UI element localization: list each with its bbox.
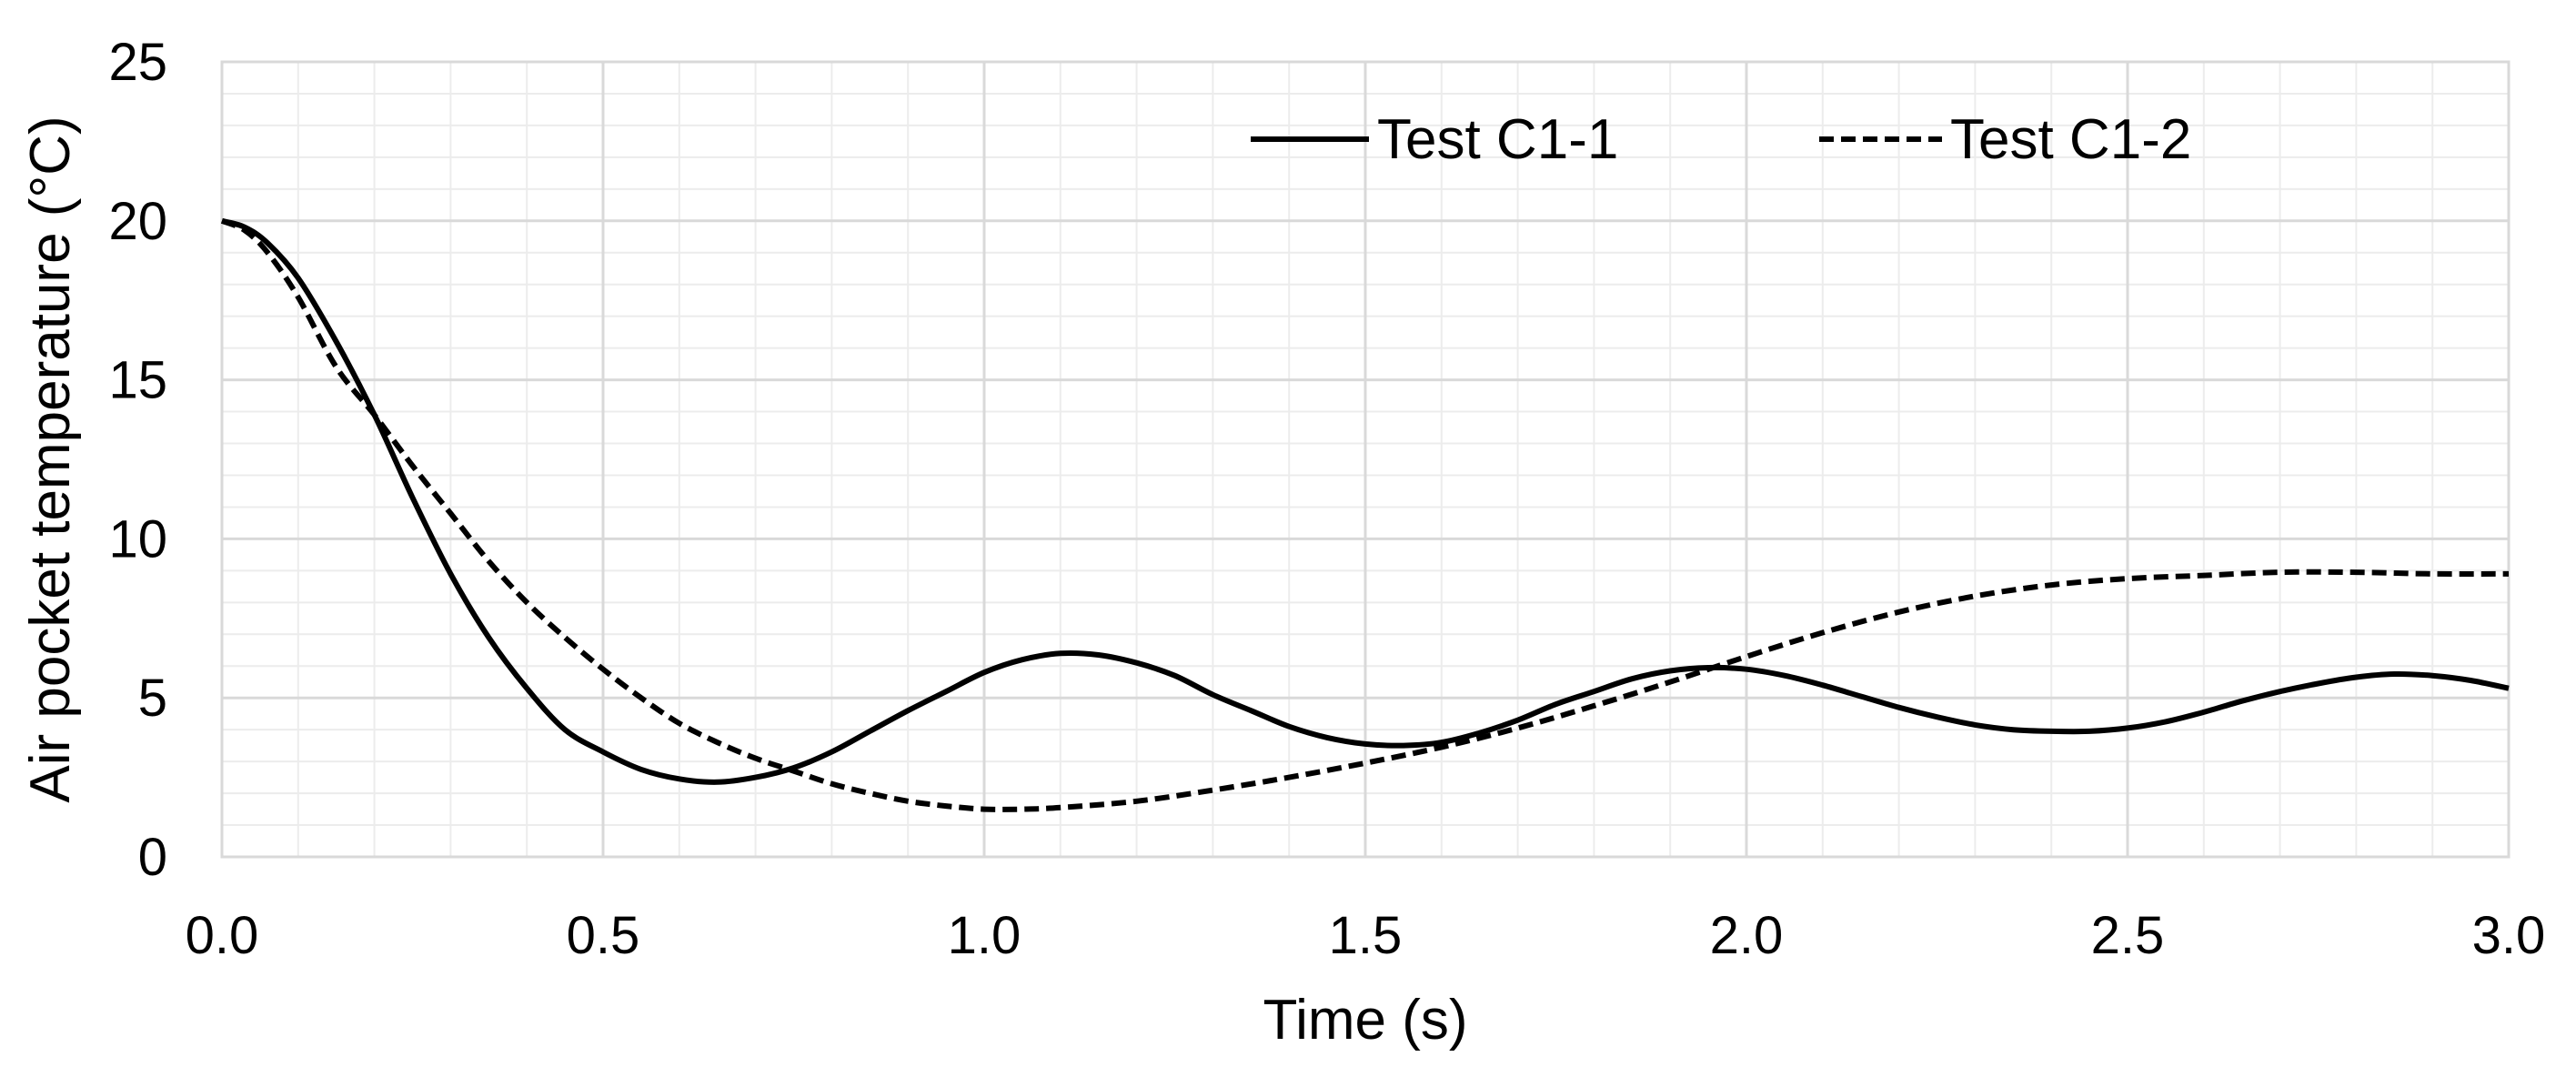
x-tick-labels: 0.0 0.5 1.0 1.5 2.0 2.5 3.0 <box>186 906 2546 965</box>
y-tick-label: 15 <box>108 351 167 410</box>
x-tick-label: 0.0 <box>186 906 259 965</box>
y-axis-title: Air pocket temperature (°C) <box>19 116 82 802</box>
series-line-1 <box>221 217 2510 785</box>
x-tick-label: 0.5 <box>567 906 640 965</box>
series-line-2 <box>220 217 2510 812</box>
x-tick-label: 3.0 <box>2472 906 2546 965</box>
x-tick-label: 1.5 <box>1329 906 1403 965</box>
y-tick-label: 20 <box>108 192 167 251</box>
series-layer <box>220 217 2510 812</box>
y-tick-labels: 0 5 10 15 20 25 <box>108 33 167 887</box>
x-axis-title: Time (s) <box>1263 989 1468 1052</box>
plot-frame <box>220 60 2511 859</box>
legend-label-2: Test C1-2 <box>1950 108 2191 171</box>
legend-label-1: Test C1-1 <box>1377 108 1618 171</box>
x-tick-label: 2.5 <box>2091 906 2165 965</box>
y-tick-label: 5 <box>138 669 167 728</box>
y-tick-label: 25 <box>108 33 167 92</box>
x-tick-label: 1.0 <box>948 906 1021 965</box>
y-tick-label: 10 <box>108 509 167 569</box>
x-tick-label: 2.0 <box>1710 906 1784 965</box>
y-tick-label: 0 <box>138 828 167 887</box>
legend: Test C1-1 Test C1-2 <box>1251 108 2191 171</box>
